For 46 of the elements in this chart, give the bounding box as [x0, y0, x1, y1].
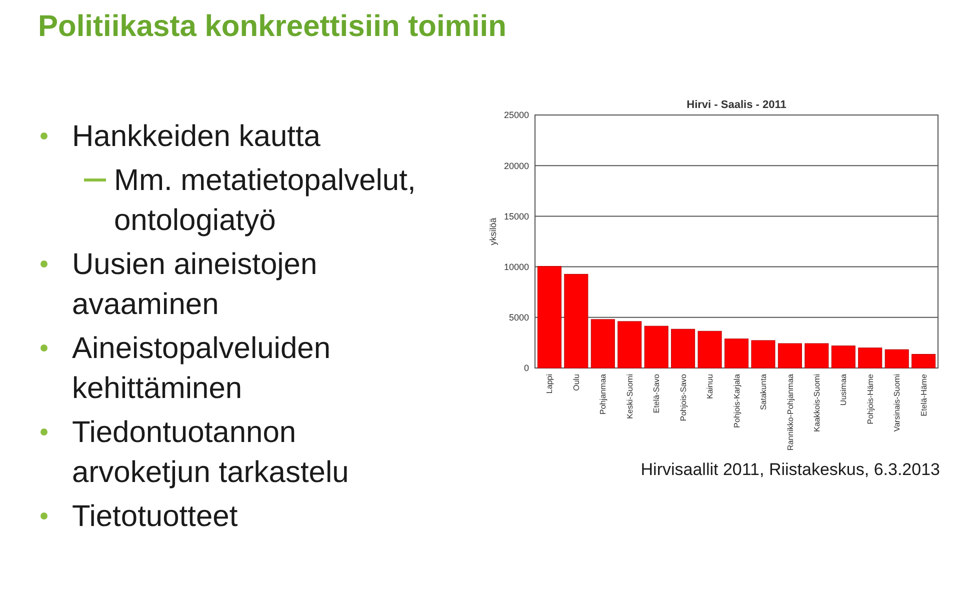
- bar: [671, 328, 696, 368]
- x-tick-label: Etelä-Savo: [652, 373, 662, 414]
- bar: [564, 274, 588, 368]
- bar: [831, 346, 856, 368]
- text: Mm. metatietopalvelut, ontologiatyö: [114, 164, 416, 237]
- x-tick-label: Pohjois-Häme: [866, 373, 875, 424]
- y-tick-label: 10000: [504, 262, 529, 272]
- x-tick-label: Kaakkois-Suomi: [812, 374, 822, 432]
- bar: [724, 338, 749, 368]
- x-tick-label: Varsinais-Suomi: [892, 374, 902, 432]
- y-tick-label: 0: [524, 363, 529, 374]
- x-tick-label: Rannikko-Pohjanmaa: [786, 373, 795, 450]
- x-tick-label: Etelä-Häme: [919, 373, 928, 416]
- bar: [618, 321, 642, 368]
- text: Aineistopalveluiden kehittäminen: [72, 332, 331, 405]
- bar: [537, 266, 562, 368]
- bar: [804, 343, 829, 368]
- y-tick-label: 25000: [504, 110, 529, 120]
- x-tick-label: Lappi: [545, 374, 554, 394]
- text: Politiikasta konkreettisiin toimiin: [38, 10, 506, 43]
- x-tick-label: Uusimaa: [839, 373, 848, 406]
- text: Tiedontuotannon arvoketjun tarkastelu: [72, 416, 349, 489]
- x-tick-label: Keski-Suomi: [625, 374, 634, 419]
- y-tick-label: 5000: [508, 312, 529, 323]
- bar: [698, 330, 722, 368]
- text: Uusien aineistojen avaaminen: [72, 248, 318, 321]
- y-tick-label: 15000: [504, 211, 529, 222]
- chart-title: Hirvi - Saalis - 2011: [686, 99, 786, 111]
- text: Hankkeiden kautta: [72, 120, 321, 153]
- bar: [858, 348, 882, 368]
- bar: [912, 354, 936, 368]
- bar: [751, 340, 776, 368]
- x-tick-label: Pohjois-Savo: [678, 373, 688, 422]
- text: Hirvisaallit 2011, Riistakeskus, 6.3.2013: [640, 460, 940, 479]
- x-tick-label: Satakunta: [759, 373, 768, 410]
- bar: [590, 319, 615, 368]
- x-tick-label: Kainuu: [706, 374, 715, 399]
- y-tick-label: 20000: [504, 160, 529, 171]
- bar: [644, 326, 668, 368]
- bar: [884, 349, 909, 368]
- x-tick-label: Pohjanmaa: [598, 373, 608, 414]
- x-tick-label: Pohjois-Karjala: [732, 373, 742, 428]
- text: Tietotuotteet: [72, 500, 238, 533]
- x-tick-label: Oulu: [572, 374, 581, 391]
- bar: [778, 343, 802, 368]
- y-axis-title: yksilöä: [488, 218, 498, 246]
